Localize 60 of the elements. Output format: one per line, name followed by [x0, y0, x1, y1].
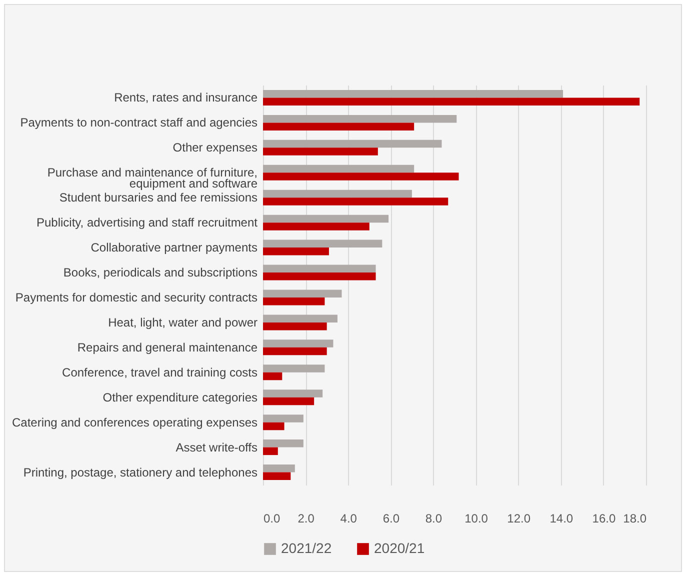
bar	[263, 397, 314, 406]
y-tick-label: Other expenditure categories	[102, 390, 258, 404]
x-tick-label: 12.0	[507, 512, 531, 526]
bar	[263, 364, 325, 372]
y-tick-label: Purchase and maintenance of furniture, equipment and software	[47, 166, 258, 191]
x-tick-label: 14.0	[550, 512, 574, 526]
bar	[263, 240, 382, 248]
bar	[263, 114, 457, 123]
bar	[263, 414, 304, 422]
y-tick-label: Conference, travel and training costs	[62, 365, 258, 380]
y-tick-label: Publicity, advertising and staff recruitment	[36, 216, 258, 230]
bar	[263, 190, 412, 198]
bar	[263, 198, 448, 206]
bar	[263, 148, 378, 156]
bar	[263, 90, 564, 98]
bar	[263, 248, 329, 256]
bar	[263, 464, 295, 472]
bar	[263, 140, 442, 148]
bar	[263, 122, 414, 130]
bar	[263, 372, 282, 380]
bar	[263, 172, 459, 180]
x-tick-label: 6.0	[382, 512, 400, 526]
y-tick-label: Student bursaries and fee remissions	[59, 190, 258, 205]
bar	[263, 447, 278, 456]
bar	[263, 272, 376, 280]
bar	[263, 472, 291, 480]
bar	[263, 98, 640, 106]
x-tick-label: 16.0	[592, 512, 616, 526]
x-tick-label: 8.0	[425, 512, 442, 526]
bar	[263, 314, 338, 322]
y-tick-label: Catering and conferences operating expenses	[12, 415, 258, 430]
y-tick-label: Payments to non-contract staff and agencies	[20, 116, 258, 130]
bar	[263, 164, 414, 173]
bar	[263, 440, 304, 448]
x-tick-label: 18.0	[623, 512, 647, 526]
y-tick-label: Collaborative partner payments	[90, 240, 258, 255]
bar	[263, 322, 327, 330]
legend-label: 2020/21	[374, 540, 425, 556]
y-tick-label: Books, periodicals and subscriptions	[63, 266, 258, 280]
y-tick-label: Heat, light, water and power	[108, 315, 258, 330]
bar	[263, 297, 325, 306]
bar	[263, 340, 334, 348]
bar	[263, 222, 370, 230]
bar	[263, 347, 327, 356]
bar	[263, 214, 389, 223]
x-tick-label: 0.0	[264, 512, 281, 526]
x-tick-label: 2.0	[298, 512, 315, 526]
bar	[263, 264, 376, 273]
legend-label: 2021/22	[281, 540, 332, 556]
bar	[263, 290, 342, 298]
y-tick-label: Payments for domestic and security contracts	[15, 290, 258, 304]
bar	[263, 422, 284, 430]
y-tick-label: Repairs and general maintenance	[77, 340, 258, 354]
y-tick-label: Other expenses	[172, 140, 258, 155]
x-tick-label: 4.0	[340, 512, 358, 526]
y-tick-label: Rents, rates and insurance	[114, 90, 258, 105]
bar	[263, 390, 323, 398]
x-tick-label: 10.0	[464, 512, 488, 526]
y-tick-label: Asset write-offs	[176, 440, 258, 454]
y-tick-label: Printing, postage, stationery and telephones	[23, 465, 258, 480]
